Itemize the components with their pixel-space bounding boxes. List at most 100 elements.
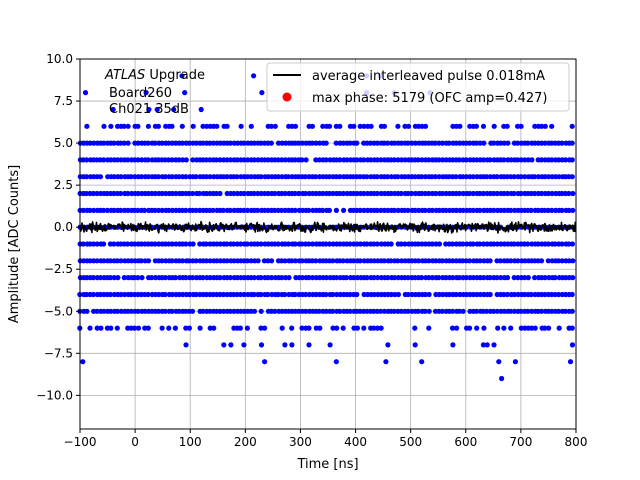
scatter-point [567, 359, 574, 365]
scatter-point [330, 258, 336, 264]
scatter-point [207, 275, 213, 281]
scatter-point [292, 190, 298, 197]
scatter-point [200, 308, 206, 314]
scatter-point [282, 342, 288, 348]
scatter-point [323, 140, 329, 146]
plot-frame [79, 58, 577, 430]
scatter-point [511, 291, 518, 298]
scatter-point [532, 275, 538, 281]
scatter-point [549, 123, 555, 129]
scatter-point [456, 275, 462, 281]
scatter-point [559, 241, 565, 247]
scatter-point [196, 190, 202, 197]
scatter-point [457, 123, 463, 129]
scatter-point [395, 207, 401, 213]
scatter-point [183, 325, 189, 331]
scatter-point [415, 258, 422, 264]
y-tick-label: 10.0 [46, 52, 73, 66]
scatter-point [323, 241, 329, 247]
scatter-point [98, 325, 104, 331]
scatter-point [357, 123, 363, 129]
scatter-point [313, 157, 319, 163]
scatter-point [227, 308, 233, 314]
scatter-point [190, 157, 196, 163]
scatter-point [481, 325, 487, 331]
scatter-point [525, 308, 531, 314]
scatter-point [166, 140, 172, 146]
scatter-point [159, 140, 165, 146]
scatter-point [193, 291, 199, 298]
scatter-point [337, 123, 343, 129]
scatter-point [221, 342, 227, 348]
scatter-point [90, 190, 96, 197]
scatter-point [326, 241, 333, 247]
scatter-point [436, 275, 442, 281]
scatter-point [145, 157, 151, 163]
scatter-point [470, 241, 476, 247]
scatter-point [268, 123, 274, 129]
x-tick-label: 100 [179, 435, 202, 449]
scatter-point [186, 325, 192, 331]
x-tick-label: 0 [131, 435, 139, 449]
scatter-point [426, 157, 432, 163]
scatter-point [217, 241, 223, 247]
scatter-point [282, 157, 288, 163]
scatter-point [262, 359, 268, 365]
scatter-point [361, 157, 367, 163]
scatter-point [238, 123, 244, 129]
scatter-point [546, 325, 552, 331]
scatter-point [255, 258, 261, 264]
scatter-point [111, 174, 117, 180]
scatter-point [347, 308, 353, 314]
scatter-point [190, 123, 196, 129]
scatter-point [399, 157, 405, 163]
scatter-point [238, 291, 244, 298]
scatter-point [227, 275, 233, 281]
scatter-point [111, 275, 117, 281]
scatter-point [193, 258, 199, 264]
annotation-experiment: ATLAS [104, 68, 145, 83]
scatter-point [107, 275, 114, 281]
scatter-point [149, 275, 155, 281]
scatter-point [173, 241, 179, 247]
scatter-point [292, 123, 299, 129]
scatter-point [412, 342, 418, 348]
scatter-point [251, 157, 257, 163]
scatter-point [371, 291, 377, 298]
scatter-point [169, 190, 175, 197]
scatter-point [491, 342, 497, 348]
scatter-point [528, 207, 534, 213]
scatter-point [108, 123, 114, 129]
scatter-point [569, 140, 575, 146]
scatter-point [285, 241, 292, 247]
scatter-point [269, 275, 275, 281]
scatter-point [306, 325, 312, 331]
y-axis-ticks: −10.0 −7.5 −5.0 −2.5 0.0 2.5 5.0 7.5 10.0 [36, 52, 80, 402]
scatter-point [439, 190, 446, 197]
legend-label-average: average interleaved pulse 0.018mA [312, 69, 545, 84]
scatter-point [179, 73, 185, 79]
scatter-point [347, 140, 353, 146]
average-pulse-line-group [79, 220, 577, 234]
scatter-point [180, 291, 186, 298]
scatter-point [241, 140, 247, 146]
scatter-point [570, 190, 576, 197]
scatter-point [463, 157, 469, 163]
scatter-point [282, 190, 288, 197]
scatter-point [265, 258, 271, 264]
scatter-point [467, 190, 473, 197]
scatter-point [440, 157, 446, 163]
scatter-point [272, 190, 278, 197]
scatter-point [135, 140, 141, 146]
scatter-point [496, 359, 502, 365]
scatter-point [155, 174, 161, 180]
scatter-point [508, 207, 514, 213]
scatter-point [258, 291, 264, 298]
scatter-point [145, 140, 151, 146]
y-tick-label: 2.5 [54, 178, 73, 192]
scatter-point [87, 140, 93, 146]
scatter-point [327, 342, 333, 348]
scatter-point [101, 241, 107, 247]
scatter-point [220, 291, 227, 298]
